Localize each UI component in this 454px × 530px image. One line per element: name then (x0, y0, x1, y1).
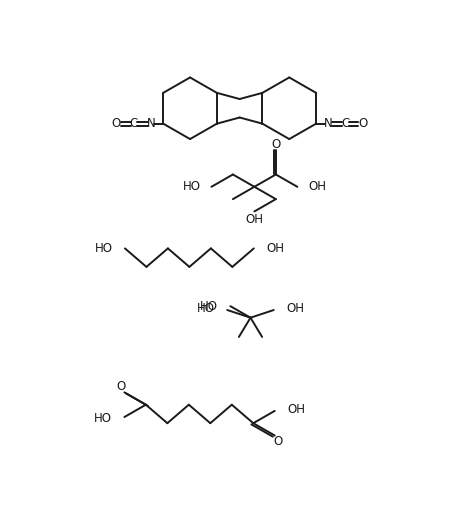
Text: O: O (273, 435, 282, 448)
Text: O: O (359, 117, 368, 130)
Text: OH: OH (266, 242, 284, 255)
Text: HO: HO (200, 299, 218, 313)
Text: HO: HO (183, 180, 201, 193)
Text: OH: OH (308, 180, 326, 193)
Text: O: O (117, 379, 126, 393)
Text: HO: HO (94, 412, 112, 425)
Text: O: O (111, 117, 121, 130)
Text: OH: OH (286, 302, 304, 315)
Text: OH: OH (287, 403, 305, 416)
Text: HO: HO (94, 242, 113, 255)
Text: HO: HO (197, 302, 215, 315)
Text: N: N (147, 117, 155, 130)
Text: C: C (130, 117, 138, 130)
Text: C: C (341, 117, 350, 130)
Text: OH: OH (245, 213, 263, 226)
Text: N: N (324, 117, 333, 130)
Text: O: O (271, 138, 281, 151)
